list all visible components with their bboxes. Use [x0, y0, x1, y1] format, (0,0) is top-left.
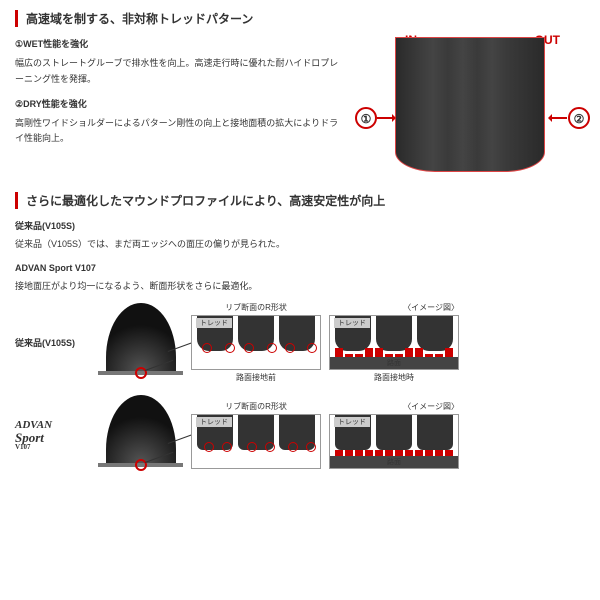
stress-circle-icon: [222, 442, 232, 452]
new-text: 接地面圧がより均一になるよう、断面形状をさらに最適化。: [15, 279, 585, 294]
diag-new-before: リブ断面のR形状 トレッド: [191, 401, 321, 469]
v107-text: V107: [15, 444, 90, 451]
compare-row-prev: 従来品(V105S) リブ断面のR形状 トレッド 路面接地前 〈イメージ図〉: [15, 302, 585, 383]
stress-circle-icon: [225, 343, 235, 353]
stress-circle-icon: [204, 442, 214, 452]
section1-text: ①WET性能を強化 幅広のストレートグルーブで排水性を向上。高速走行時に優れた耐…: [15, 37, 340, 172]
profile-box: トレッド 路面: [329, 315, 459, 370]
prev-rowlabel: 従来品(V105S): [15, 336, 90, 349]
profile-box: トレッド: [191, 315, 321, 370]
callout-line-1-icon: [377, 117, 395, 119]
callout-1: ①: [355, 107, 377, 129]
section2-title: さらに最適化したマウンドプロファイルにより、高速安定性が向上: [15, 192, 585, 209]
new-heading: ADVAN Sport V107: [15, 261, 585, 276]
sport-text: Sport: [15, 431, 90, 444]
wet-text: 幅広のストレートグルーブで排水性を向上。高速走行時に優れた耐ハイドロプレーニング…: [15, 56, 340, 87]
stress-circle-icon: [202, 343, 212, 353]
image-note: 〈イメージ図〉: [329, 401, 459, 412]
pressure-bars-icon: [330, 347, 458, 357]
compare-row-new: ADVAN Sport V107 リブ断面のR形状 トレッド 〈イメージ図〉: [15, 395, 585, 475]
new-desc: ADVAN Sport V107 接地面圧がより均一になるよう、断面形状をさらに…: [15, 261, 585, 295]
profile-box: トレッド: [191, 414, 321, 469]
tread-label: トレッド: [196, 318, 232, 328]
prev-desc: 従来品(V105S) 従来品（V105S）では、まだ両エッジへの面圧の偏りが見ら…: [15, 219, 585, 253]
stress-circle-icon: [307, 343, 317, 353]
prev-text: 従来品（V105S）では、まだ両エッジへの面圧の偏りが見られた。: [15, 237, 585, 252]
caption-before: 路面接地前: [191, 372, 321, 383]
tread-label: トレッド: [334, 417, 370, 427]
section1-title: 高速域を制する、非対称トレッドパターン: [15, 10, 585, 27]
road-label: 路面: [387, 358, 401, 368]
tire-tread-image: [395, 37, 545, 172]
road-label: 路面: [387, 457, 401, 467]
caption-during: 路面接地時: [329, 372, 459, 383]
rib-title: リブ断面のR形状: [191, 401, 321, 412]
wet-heading: ①WET性能を強化: [15, 37, 340, 52]
prev-heading: 従来品(V105S): [15, 219, 585, 234]
dry-heading: ②DRY性能を強化: [15, 97, 340, 112]
stress-circle-icon: [267, 343, 277, 353]
tire-side-prev: [98, 303, 183, 383]
tread-label: トレッド: [334, 318, 370, 328]
image-note: 〈イメージ図〉: [329, 302, 459, 313]
contact-point-icon: [135, 367, 147, 379]
stress-circle-icon: [265, 442, 275, 452]
diag-prev-before: リブ断面のR形状 トレッド 路面接地前: [191, 302, 321, 383]
tread-label: トレッド: [196, 417, 232, 427]
tire-top-diagram: IN OUT ① ②: [355, 37, 585, 172]
stress-circle-icon: [306, 442, 316, 452]
rib-title: リブ断面のR形状: [191, 302, 321, 313]
callout-2: ②: [568, 107, 590, 129]
diag-prev-during: 〈イメージ図〉 トレッド 路面 路面接地時: [329, 302, 459, 383]
diag-new-during: 〈イメージ図〉 トレッド 路面: [329, 401, 459, 469]
stress-circle-icon: [244, 343, 254, 353]
tire-shape-icon: [106, 303, 176, 371]
tire-shape-icon: [106, 395, 176, 463]
profile-box: トレッド 路面: [329, 414, 459, 469]
diagrams-prev: リブ断面のR形状 トレッド 路面接地前 〈イメージ図〉 トレッド: [191, 302, 585, 383]
section1-row: ①WET性能を強化 幅広のストレートグルーブで排水性を向上。高速走行時に優れた耐…: [15, 37, 585, 172]
stress-circle-icon: [288, 442, 298, 452]
pressure-bars-icon: [330, 446, 458, 456]
stress-circle-icon: [285, 343, 295, 353]
callout-line-2-icon: [549, 117, 567, 119]
diagrams-new: リブ断面のR形状 トレッド 〈イメージ図〉 トレッド: [191, 401, 585, 469]
stress-circle-icon: [247, 442, 257, 452]
advan-logo: ADVAN Sport V107: [15, 420, 90, 451]
dry-text: 高剛性ワイドショルダーによるパターン剛性の向上と接地面積の拡大によりドライ性能向…: [15, 116, 340, 147]
tire-side-new: [98, 395, 183, 475]
